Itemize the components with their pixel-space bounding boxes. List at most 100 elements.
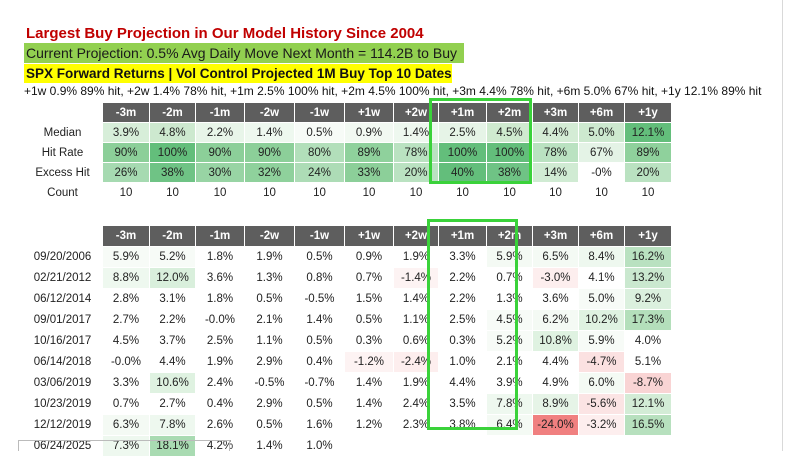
- value-cell: 7.3%: [103, 436, 149, 456]
- value-cell: 1.9%: [196, 352, 244, 372]
- value-cell: 89%: [345, 143, 393, 162]
- column-header: +2m: [487, 103, 532, 122]
- source-box-border-left: [18, 440, 19, 451]
- row-label: 06/12/2014: [33, 293, 92, 305]
- value-cell: 0.5%: [295, 123, 344, 142]
- hit-rate-summary-line: +1w 0.9% 89% hit, +2w 1.4% 78% hit, +1m …: [24, 84, 762, 98]
- value-cell: 5.9%: [103, 247, 149, 267]
- value-cell: 1.8%: [196, 289, 244, 309]
- value-cell: 7.8%: [150, 415, 195, 435]
- value-cell: 4.0%: [625, 331, 671, 351]
- value-cell: 10: [533, 183, 578, 202]
- row-label: 12/12/2019: [33, 419, 92, 431]
- value-cell: [579, 436, 624, 456]
- value-cell: 1.1%: [394, 310, 438, 330]
- value-cell: 3.3%: [439, 247, 486, 267]
- value-cell: -0.5%: [295, 289, 344, 309]
- value-cell: 78%: [533, 143, 578, 162]
- subtitle-banner: SPX Forward Returns | Vol Control Projec…: [24, 64, 452, 83]
- value-cell: [394, 436, 438, 456]
- value-cell: 10: [196, 183, 244, 202]
- value-cell: 12.1%: [625, 394, 671, 414]
- value-cell: 100%: [487, 143, 532, 162]
- value-cell: 10: [345, 183, 393, 202]
- frame-border: [782, 0, 783, 451]
- page-title: Largest Buy Projection in Our Model Hist…: [26, 25, 424, 42]
- column-header: +6m: [579, 226, 624, 246]
- value-cell: 0.7%: [345, 268, 393, 288]
- value-cell: 2.8%: [103, 289, 149, 309]
- value-cell: 1.5%: [345, 289, 393, 309]
- value-cell: 10: [245, 183, 294, 202]
- column-header: +1y: [625, 226, 671, 246]
- value-cell: 3.5%: [439, 394, 486, 414]
- column-header: +1y: [625, 103, 671, 122]
- value-cell: -4.7%: [579, 352, 624, 372]
- column-header: -1w: [295, 226, 344, 246]
- value-cell: 2.7%: [150, 394, 195, 414]
- value-cell: 6.2%: [533, 310, 578, 330]
- row-label: 10/23/2019: [33, 398, 92, 410]
- value-cell: 0.4%: [196, 394, 244, 414]
- value-cell: 3.9%: [487, 373, 532, 393]
- row-label: 03/06/2019: [33, 377, 92, 389]
- value-cell: 10: [625, 183, 671, 202]
- value-cell: 2.4%: [394, 394, 438, 414]
- source-box-border: [18, 440, 230, 441]
- row-label: 06/24/2025: [33, 440, 92, 452]
- value-cell: 30%: [196, 163, 244, 182]
- value-cell: 7.8%: [487, 394, 532, 414]
- value-cell: [533, 436, 578, 456]
- value-cell: 5.0%: [579, 289, 624, 309]
- value-cell: -8.7%: [625, 373, 671, 393]
- column-header: -1w: [295, 103, 344, 122]
- value-cell: -2.4%: [394, 352, 438, 372]
- value-cell: 3.6%: [533, 289, 578, 309]
- value-cell: 4.8%: [150, 123, 195, 142]
- column-header: +1m: [439, 226, 486, 246]
- value-cell: 4.4%: [150, 352, 195, 372]
- value-cell: 5.0%: [579, 123, 624, 142]
- dates-table: -3m -2m -1m -2w -1w +1w +2w +1m +2m +3m +6m +1y 09/…: [22, 225, 672, 457]
- value-cell: 4.9%: [533, 373, 578, 393]
- value-cell: -3.2%: [579, 415, 624, 435]
- value-cell: 3.1%: [150, 289, 195, 309]
- value-cell: 0.3%: [345, 331, 393, 351]
- value-cell: 26%: [103, 163, 149, 182]
- value-cell: 2.5%: [196, 331, 244, 351]
- date-row: 06/12/2014 2.8% 3.1% 1.8% 0.5% -0.5% 1.5% 1.4% 2…: [23, 289, 671, 309]
- value-cell: 2.7%: [103, 310, 149, 330]
- value-cell: 12.1%: [625, 123, 671, 142]
- value-cell: -0.0%: [196, 310, 244, 330]
- value-cell: 5.2%: [150, 247, 195, 267]
- value-cell: 13.2%: [625, 268, 671, 288]
- value-cell: 1.3%: [487, 289, 532, 309]
- value-cell: 0.5%: [295, 394, 344, 414]
- value-cell: 4.2%: [196, 436, 244, 456]
- value-cell: 0.5%: [295, 247, 344, 267]
- date-row: 06/14/2018 -0.0% 4.4% 1.9% 2.9% 0.4% -1.2% -2.4…: [23, 352, 671, 372]
- value-cell: [439, 436, 486, 456]
- value-cell: 2.2%: [150, 310, 195, 330]
- value-cell: 100%: [150, 143, 195, 162]
- value-cell: 10.6%: [150, 373, 195, 393]
- column-header: -1m: [196, 226, 244, 246]
- column-header: +1w: [345, 226, 393, 246]
- row-label: Hit Rate: [41, 146, 84, 159]
- value-cell: 3.9%: [103, 123, 149, 142]
- value-cell: 0.5%: [295, 331, 344, 351]
- column-header: -3m: [103, 226, 149, 246]
- value-cell: 24%: [295, 163, 344, 182]
- value-cell: 5.2%: [487, 331, 532, 351]
- value-cell: 2.1%: [245, 310, 294, 330]
- value-cell: 8.4%: [579, 247, 624, 267]
- date-row: 03/06/2019 3.3% 10.6% 2.4% -0.5% -0.7% 1.4% 1.9…: [23, 373, 671, 393]
- value-cell: 0.5%: [245, 415, 294, 435]
- column-header: -2m: [150, 103, 195, 122]
- value-cell: 1.3%: [245, 268, 294, 288]
- value-cell: 10.8%: [533, 331, 578, 351]
- value-cell: 1.9%: [394, 247, 438, 267]
- row-label: 10/16/2017: [33, 335, 92, 347]
- row-label: Median: [43, 126, 82, 139]
- value-cell: 2.2%: [196, 123, 244, 142]
